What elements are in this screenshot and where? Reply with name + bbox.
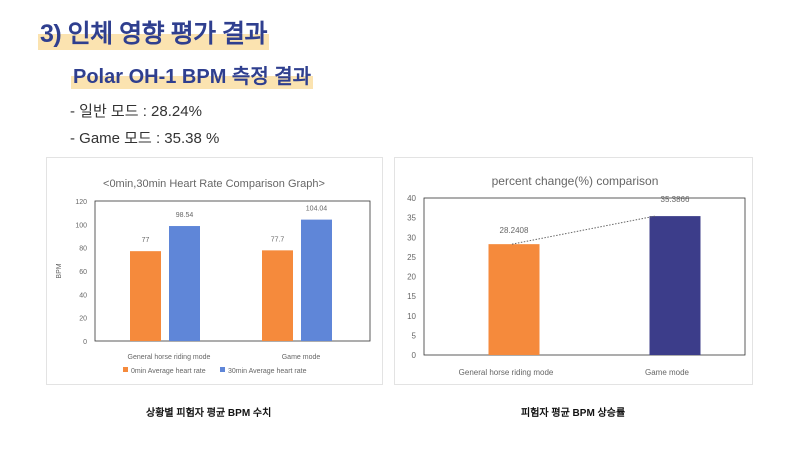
y-tick-label: 10 <box>407 312 416 321</box>
x-tick-label: Game mode <box>645 368 690 377</box>
x-tick-label: General horse riding mode <box>128 354 211 361</box>
y-tick-label: 35 <box>407 214 416 223</box>
data-label: 35.3866 <box>661 195 690 204</box>
y-tick-label: 0 <box>83 339 87 346</box>
legend-swatch <box>123 367 128 372</box>
y-tick-label: 60 <box>79 269 87 276</box>
bar <box>488 244 540 355</box>
bar <box>649 216 701 355</box>
caption-percent-change: 피험자 평균 BPM 상승률 <box>521 408 626 419</box>
caption-heart-rate: 상황별 피험자 평균 BPM 수치 <box>146 408 272 419</box>
y-axis-label: BPM <box>56 263 63 278</box>
chart-title: <0min,30min Heart Rate Comparison Graph> <box>103 178 325 190</box>
legend-label: 0min Average heart rate <box>131 368 206 375</box>
x-tick-label: Game mode <box>282 354 321 361</box>
data-label: 77.7 <box>271 236 285 243</box>
legend-swatch <box>220 367 225 372</box>
data-label: 104.04 <box>306 206 328 213</box>
bullet-game: - Game 모드 : 35.38 % <box>70 130 220 147</box>
sub-heading: Polar OH-1 BPM 측정 결과 <box>71 60 314 89</box>
percent-change-chart: percent change(%) comparison 0 5 10 15 20 25 30… <box>394 157 753 385</box>
x-tick-label: General horse riding mode <box>459 368 554 377</box>
trendline <box>511 215 656 245</box>
y-tick-label: 20 <box>407 273 416 282</box>
y-tick-label: 15 <box>407 292 416 301</box>
y-tick-label: 100 <box>75 222 87 229</box>
bar <box>130 251 161 341</box>
data-label: 28.2408 <box>500 226 529 235</box>
bar <box>169 226 200 341</box>
bar <box>262 250 293 341</box>
data-label: 77 <box>142 237 150 244</box>
section-heading: 3) 인체 영향 평가 결과 <box>38 14 270 50</box>
heart-rate-chart: <0min,30min Heart Rate Comparison Graph>… <box>46 157 383 385</box>
y-tick-label: 0 <box>412 351 417 360</box>
data-label: 98.54 <box>176 212 194 219</box>
y-tick-label: 20 <box>79 316 87 323</box>
y-tick-label: 30 <box>407 233 416 242</box>
y-tick-label: 40 <box>407 194 416 203</box>
plot-area <box>423 197 746 356</box>
y-tick-label: 5 <box>412 331 417 340</box>
y-tick-label: 25 <box>407 253 416 262</box>
y-tick-label: 80 <box>79 246 87 253</box>
bullet-general: - 일반 모드 : 28.24% <box>70 103 202 120</box>
bar <box>301 219 332 341</box>
chart-title: percent change(%) comparison <box>492 174 659 188</box>
y-tick-label: 120 <box>75 199 87 206</box>
y-tick-label: 40 <box>79 292 87 299</box>
legend-label: 30min Average heart rate <box>228 368 307 375</box>
plot-area <box>94 200 371 342</box>
